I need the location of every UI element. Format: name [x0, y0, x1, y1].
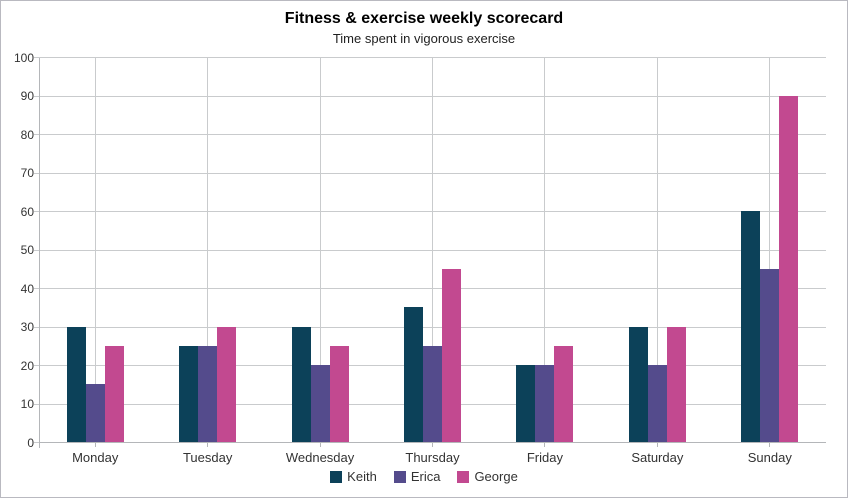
- y-tick-label-50: 50: [20, 243, 34, 257]
- v-gridline-monday: [94, 58, 96, 443]
- x-axis-tick-tuesday: [207, 443, 209, 447]
- bar-keith-wednesday[interactable]: [291, 326, 311, 442]
- y-axis-tick-60: [34, 211, 39, 212]
- x-axis-tick-friday: [544, 443, 546, 447]
- bar-george-friday[interactable]: [554, 345, 574, 442]
- x-axis-line: [39, 442, 826, 443]
- y-axis-line: [39, 58, 40, 448]
- legend-swatch-george: [457, 470, 470, 483]
- chart-title: Fitness & exercise weekly scorecard: [284, 10, 564, 27]
- bar-erica-tuesday[interactable]: [198, 345, 218, 442]
- h-gridline-100: [39, 57, 826, 58]
- y-axis-tick-70: [34, 172, 39, 174]
- y-tick-label-40: 40: [20, 281, 34, 296]
- x-axis-tick-sunday: [769, 443, 771, 447]
- v-gridline-wednesday: [319, 58, 321, 443]
- x-axis-tick-thursday: [432, 443, 433, 447]
- legend: Keith Erica George: [1, 468, 847, 485]
- bar-george-wednesday[interactable]: [329, 345, 349, 442]
- legend-label-keith: Keith: [347, 469, 377, 484]
- x-axis-labels: Monday Tuesday Wednesday Thursday Friday Satu…: [39, 450, 826, 466]
- bar-george-monday[interactable]: [104, 345, 124, 442]
- x-category-label-tuesday: Tuesday: [182, 450, 233, 465]
- bar-erica-wednesday[interactable]: [310, 365, 330, 442]
- y-axis-tick-10: [34, 403, 39, 405]
- y-tick-label-20: 20: [20, 358, 34, 373]
- y-tick-label-70: 70: [20, 166, 34, 180]
- bar-keith-tuesday[interactable]: [179, 345, 199, 442]
- legend-label-erica: Erica: [410, 469, 441, 484]
- legend-item-keith[interactable]: Keith: [330, 469, 377, 484]
- v-gridline-friday: [544, 58, 546, 443]
- bar-keith-saturday[interactable]: [628, 326, 648, 442]
- y-tick-label-60: 60: [20, 204, 34, 219]
- y-axis-labels: 0 10 20 30 40 50 60 70 80 90 100: [1, 51, 34, 450]
- bar-george-tuesday[interactable]: [217, 326, 237, 442]
- bar-erica-saturday[interactable]: [647, 365, 667, 442]
- x-category-label-friday: Friday: [526, 450, 563, 465]
- plot-area: [34, 57, 826, 448]
- y-tick-label-30: 30: [20, 320, 34, 334]
- v-gridline-saturday: [656, 58, 658, 443]
- x-axis-tick-monday: [94, 443, 96, 447]
- y-tick-label-90: 90: [20, 89, 34, 103]
- v-gridline-tuesday: [207, 58, 209, 443]
- bar-erica-monday[interactable]: [85, 384, 105, 442]
- bar-george-sunday[interactable]: [779, 95, 799, 442]
- chart-subtitle: Time spent in vigorous exercise: [332, 31, 516, 46]
- y-axis-tick-40: [34, 288, 39, 289]
- y-tick-label-0: 0: [27, 435, 34, 450]
- legend-label-george: George: [474, 469, 518, 484]
- bar-erica-friday[interactable]: [535, 365, 555, 442]
- y-axis-tick-90: [34, 95, 39, 97]
- x-category-label-sunday: Sunday: [747, 450, 792, 465]
- y-tick-label-80: 80: [20, 127, 34, 142]
- legend-item-george[interactable]: George: [457, 469, 518, 484]
- y-tick-label-100: 100: [13, 50, 34, 65]
- bar-keith-thursday[interactable]: [404, 307, 423, 442]
- y-axis-tick-50: [34, 249, 39, 251]
- legend-item-erica[interactable]: Erica: [393, 469, 441, 484]
- y-axis-tick-100: [34, 57, 39, 58]
- y-axis-tick-80: [34, 134, 39, 135]
- v-gridline-sunday: [769, 58, 771, 443]
- bar-keith-friday[interactable]: [516, 365, 536, 442]
- bar-keith-sunday[interactable]: [741, 211, 761, 442]
- x-category-label-monday: Monday: [72, 450, 119, 465]
- bar-keith-monday[interactable]: [66, 326, 86, 442]
- bar-george-saturday[interactable]: [666, 326, 686, 442]
- y-axis-tick-20: [34, 365, 39, 366]
- bar-erica-thursday[interactable]: [423, 345, 442, 442]
- y-axis-tick-0: [34, 442, 39, 443]
- bar-erica-sunday[interactable]: [760, 268, 780, 442]
- y-tick-label-10: 10: [20, 397, 34, 411]
- v-gridline-thursday: [432, 58, 433, 443]
- x-axis-tick-wednesday: [319, 443, 321, 447]
- bar-george-thursday[interactable]: [442, 268, 461, 442]
- y-axis-tick-30: [34, 326, 39, 328]
- x-category-label-saturday: Saturday: [631, 450, 684, 465]
- x-axis-tick-saturday: [656, 443, 658, 447]
- x-category-label-thursday: Thursday: [405, 450, 460, 465]
- legend-swatch-erica: [393, 470, 406, 483]
- legend-swatch-keith: [330, 470, 343, 483]
- x-category-label-wednesday: Wednesday: [285, 450, 355, 465]
